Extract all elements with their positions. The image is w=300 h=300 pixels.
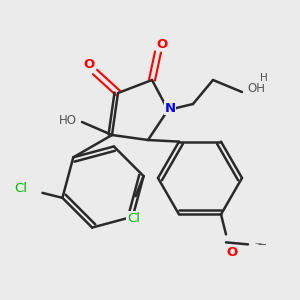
- Text: OH: OH: [247, 82, 265, 94]
- Text: —: —: [254, 240, 262, 246]
- Text: Cl: Cl: [14, 182, 27, 195]
- Text: N: N: [164, 101, 175, 115]
- Text: HO: HO: [59, 113, 77, 127]
- Text: O: O: [156, 38, 168, 50]
- Text: O: O: [226, 246, 238, 259]
- Text: —: —: [258, 240, 266, 249]
- Text: O: O: [83, 58, 94, 70]
- Text: Cl: Cl: [127, 212, 140, 225]
- Text: H: H: [260, 73, 268, 83]
